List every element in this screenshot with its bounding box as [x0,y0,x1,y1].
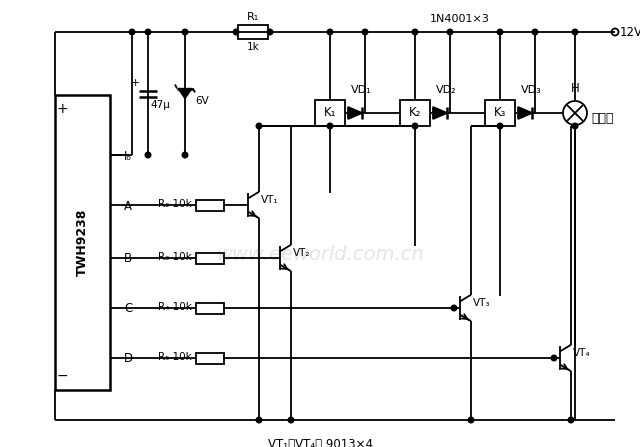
Circle shape [497,123,503,129]
Text: 1k: 1k [246,42,259,52]
Text: 指示灯: 指示灯 [591,111,614,125]
Text: R₁: R₁ [247,12,259,22]
Text: 6V: 6V [195,97,209,106]
Circle shape [468,417,474,423]
Text: A: A [124,199,132,212]
Circle shape [362,29,368,35]
Circle shape [233,29,239,35]
Circle shape [145,29,151,35]
Bar [485,100,515,126]
Circle shape [129,29,135,35]
Circle shape [256,123,262,129]
Text: K₂: K₂ [409,106,421,119]
Text: R₂ 10k: R₂ 10k [158,199,192,209]
Text: www.eeworld.com.cn: www.eeworld.com.cn [216,245,424,265]
Text: VD₁: VD₁ [351,85,371,95]
Bar [55,95,110,390]
Text: 47μ: 47μ [150,101,170,110]
Bar [196,303,224,313]
Text: K₁: K₁ [324,106,336,119]
Bar [196,353,224,363]
Text: VT₃: VT₃ [473,298,490,308]
Circle shape [412,29,418,35]
Bar [238,25,268,39]
Circle shape [451,305,457,311]
Circle shape [327,29,333,35]
Circle shape [256,417,262,423]
Text: −: − [56,369,68,383]
Circle shape [447,29,453,35]
Text: VD₃: VD₃ [520,85,541,95]
Text: C: C [124,303,132,316]
Text: VT₄: VT₄ [573,348,591,358]
Bar [196,253,224,263]
Text: R₅ 10k: R₅ 10k [158,352,192,362]
Circle shape [497,29,503,35]
Text: D: D [124,353,133,366]
Text: R₃ 10k: R₃ 10k [158,252,192,262]
Bar [196,199,224,211]
Circle shape [568,417,574,423]
Text: VT₂: VT₂ [293,248,310,258]
Text: VT₁: VT₁ [261,195,278,205]
Text: 1N4001×3: 1N4001×3 [430,14,490,24]
Circle shape [572,123,578,129]
Text: H: H [571,82,579,95]
Polygon shape [518,107,532,119]
Circle shape [327,123,333,129]
Circle shape [532,29,538,35]
Circle shape [572,29,578,35]
Circle shape [412,123,418,129]
Text: +: + [131,79,140,89]
Text: VT₁～VT₄： 9013×4: VT₁～VT₄： 9013×4 [268,438,372,447]
Polygon shape [178,89,192,98]
Circle shape [182,152,188,158]
Circle shape [288,417,294,423]
Text: 12V: 12V [620,26,640,39]
Circle shape [182,29,188,35]
Bar [315,100,345,126]
Text: K₃: K₃ [494,106,506,119]
Circle shape [145,152,151,158]
Text: TWH9238: TWH9238 [76,209,89,276]
Bar [400,100,430,126]
Text: B: B [124,253,132,266]
Text: +: + [56,102,68,116]
Text: Iₒ: Iₒ [124,149,132,163]
Text: R₄ 10k: R₄ 10k [158,302,192,312]
Circle shape [551,355,557,361]
Polygon shape [433,107,447,119]
Polygon shape [348,107,362,119]
Circle shape [268,29,273,35]
Text: VD₂: VD₂ [436,85,456,95]
